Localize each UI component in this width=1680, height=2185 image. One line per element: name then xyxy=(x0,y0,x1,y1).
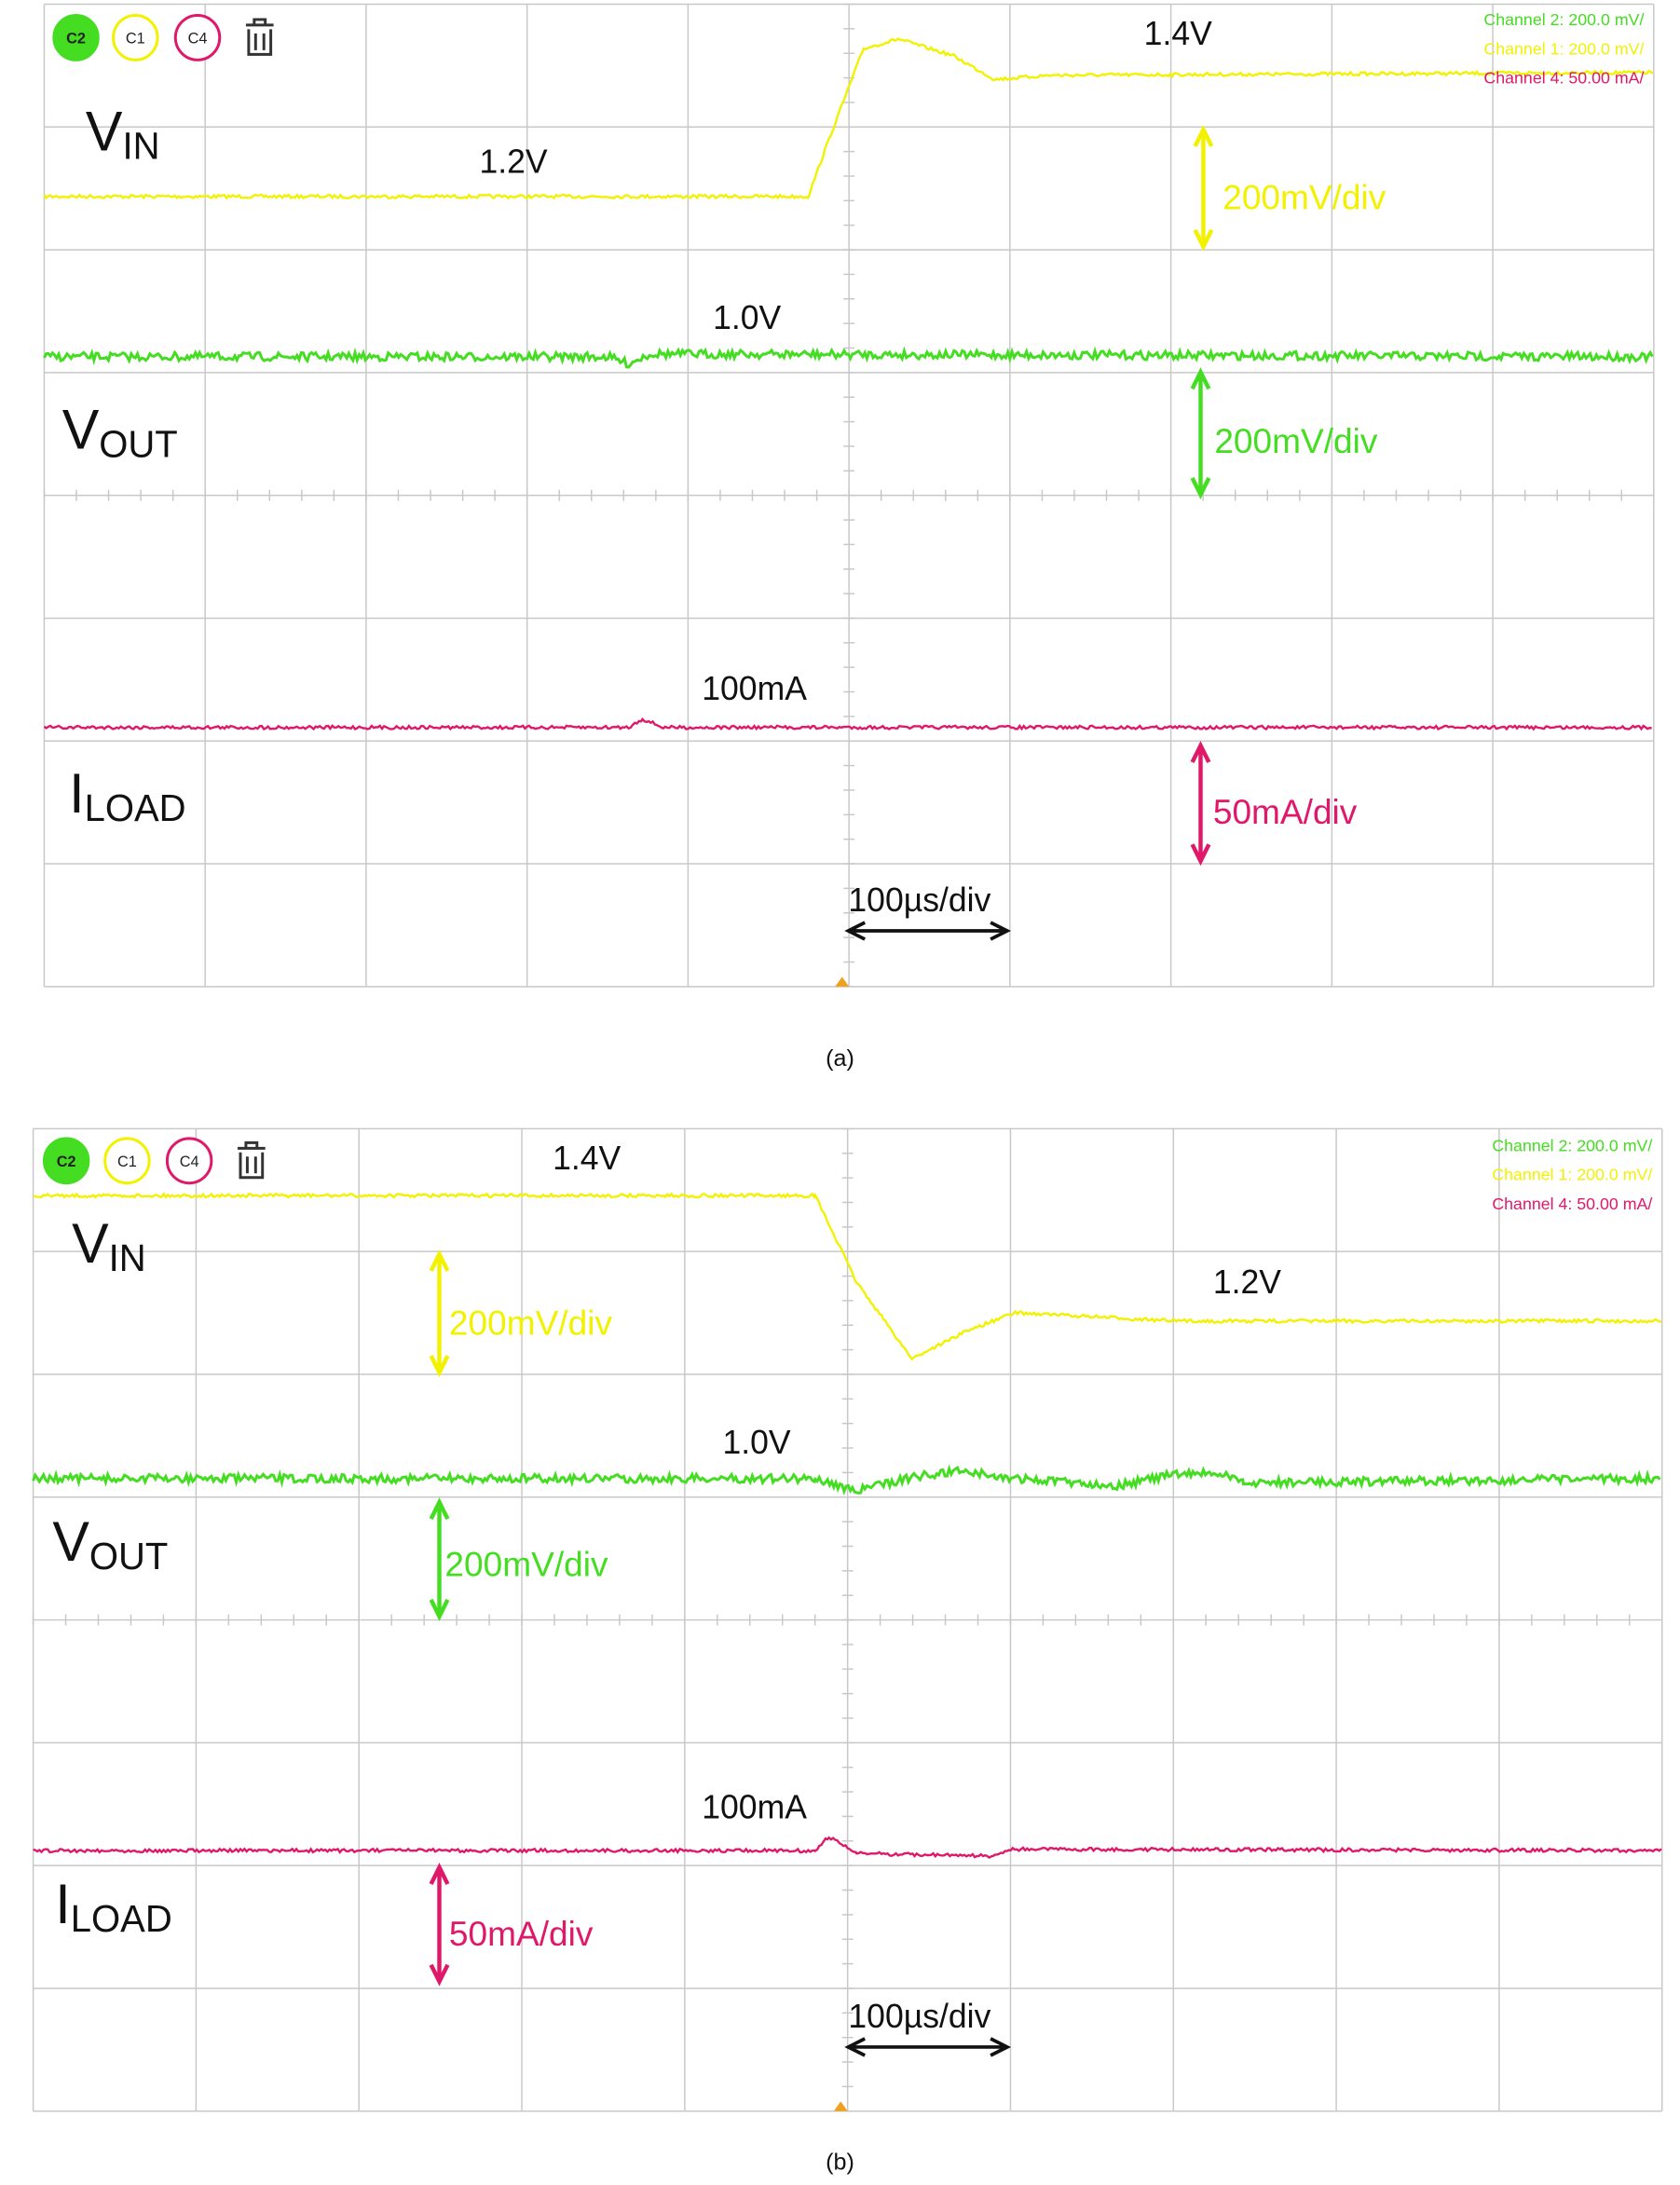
scale-arrow xyxy=(1190,741,1211,867)
signal-main: V xyxy=(86,100,123,162)
trash-icon[interactable] xyxy=(245,18,274,56)
channel-button[interactable] xyxy=(52,13,100,61)
channel-info: Channel 4: 50.00 mA/ xyxy=(1492,1195,1652,1213)
timebase-arrow xyxy=(844,2037,1012,2057)
signal-main: V xyxy=(52,1510,89,1573)
scale-arrow xyxy=(429,1497,450,1621)
channel-button[interactable] xyxy=(112,13,159,61)
channel-info: Channel 1: 200.0 mV/ xyxy=(1483,39,1644,58)
scale-arrow xyxy=(1190,367,1211,499)
channel-info: Channel 2: 200.0 mV/ xyxy=(1492,1136,1652,1154)
trigger-marker xyxy=(833,2101,848,2111)
signal-label: ILOAD xyxy=(55,1873,171,1940)
channel-button[interactable] xyxy=(42,1137,90,1185)
signal-label: VIN xyxy=(86,100,160,167)
trash-icon[interactable] xyxy=(238,1140,266,1180)
timebase-label: 100µs/div xyxy=(848,1998,990,2035)
level-label: 100mA xyxy=(702,670,807,707)
signal-subscript: LOAD xyxy=(71,1898,172,1940)
level-label: 1.2V xyxy=(480,143,548,180)
level-label: 1.2V xyxy=(1213,1263,1281,1301)
channel-button-label: C2 xyxy=(66,30,86,47)
signal-subscript: IN xyxy=(109,1237,146,1279)
caption: (a) xyxy=(826,1045,854,1072)
channel-button-label: C1 xyxy=(117,1154,137,1170)
timebase-label: 100µs/div xyxy=(848,881,990,919)
scope-panel: C2 C1 C4 Channel 2: 200.0 mV/Channel 1: 200… xyxy=(43,3,1655,1072)
signal-label: VOUT xyxy=(62,398,178,465)
signal-subscript: OUT xyxy=(99,423,177,465)
caption: (b) xyxy=(826,2149,854,2175)
signal-main: I xyxy=(55,1873,70,1935)
waveform xyxy=(43,37,1654,200)
level-label: 1.0V xyxy=(713,299,781,336)
channel-button-label: C1 xyxy=(126,30,145,47)
waveform xyxy=(43,346,1654,369)
scale-arrow xyxy=(429,1863,450,1987)
trigger-marker xyxy=(835,976,850,987)
scale-label: 50mA/div xyxy=(449,1914,594,1953)
channel-button-label: C2 xyxy=(57,1154,76,1170)
signal-label: VIN xyxy=(72,1212,146,1279)
signal-main: V xyxy=(62,398,100,460)
channel-button[interactable] xyxy=(103,1137,151,1185)
level-label: 100mA xyxy=(702,1789,807,1826)
scope-panel: C2 C1 C4 Channel 2: 200.0 mV/Channel 1: 200… xyxy=(32,1127,1663,2176)
signal-label: VOUT xyxy=(52,1510,168,1577)
scale-label: 200mV/div xyxy=(1214,421,1377,460)
level-label: 1.4V xyxy=(1144,15,1212,52)
signal-subscript: OUT xyxy=(89,1536,168,1577)
signal-main: V xyxy=(72,1212,109,1275)
timebase-arrow xyxy=(844,921,1012,941)
waveform xyxy=(32,1464,1661,1495)
channel-button[interactable] xyxy=(173,13,222,61)
channel-button-label: C4 xyxy=(180,1154,199,1170)
channel-info: Channel 4: 50.00 mA/ xyxy=(1483,69,1644,88)
channel-button-label: C4 xyxy=(188,30,208,47)
signal-label: ILOAD xyxy=(69,762,185,829)
waveform xyxy=(33,1836,1662,1859)
channel-info: Channel 2: 200.0 mV/ xyxy=(1483,10,1644,29)
scale-label: 50mA/div xyxy=(1213,792,1358,831)
signal-subscript: LOAD xyxy=(85,787,186,829)
signal-subscript: IN xyxy=(122,125,159,167)
scale-label: 200mV/div xyxy=(444,1544,608,1583)
signal-main: I xyxy=(69,762,84,825)
level-label: 1.0V xyxy=(722,1424,790,1461)
channel-info: Channel 1: 200.0 mV/ xyxy=(1492,1166,1652,1184)
scale-label: 200mV/div xyxy=(1222,177,1386,216)
waveform xyxy=(33,1192,1662,1361)
waveform xyxy=(43,717,1652,731)
channel-button[interactable] xyxy=(165,1137,213,1185)
scale-arrow xyxy=(429,1249,450,1378)
level-label: 1.4V xyxy=(553,1140,621,1177)
scale-arrow xyxy=(1193,125,1214,252)
scale-label: 200mV/div xyxy=(449,1304,612,1343)
